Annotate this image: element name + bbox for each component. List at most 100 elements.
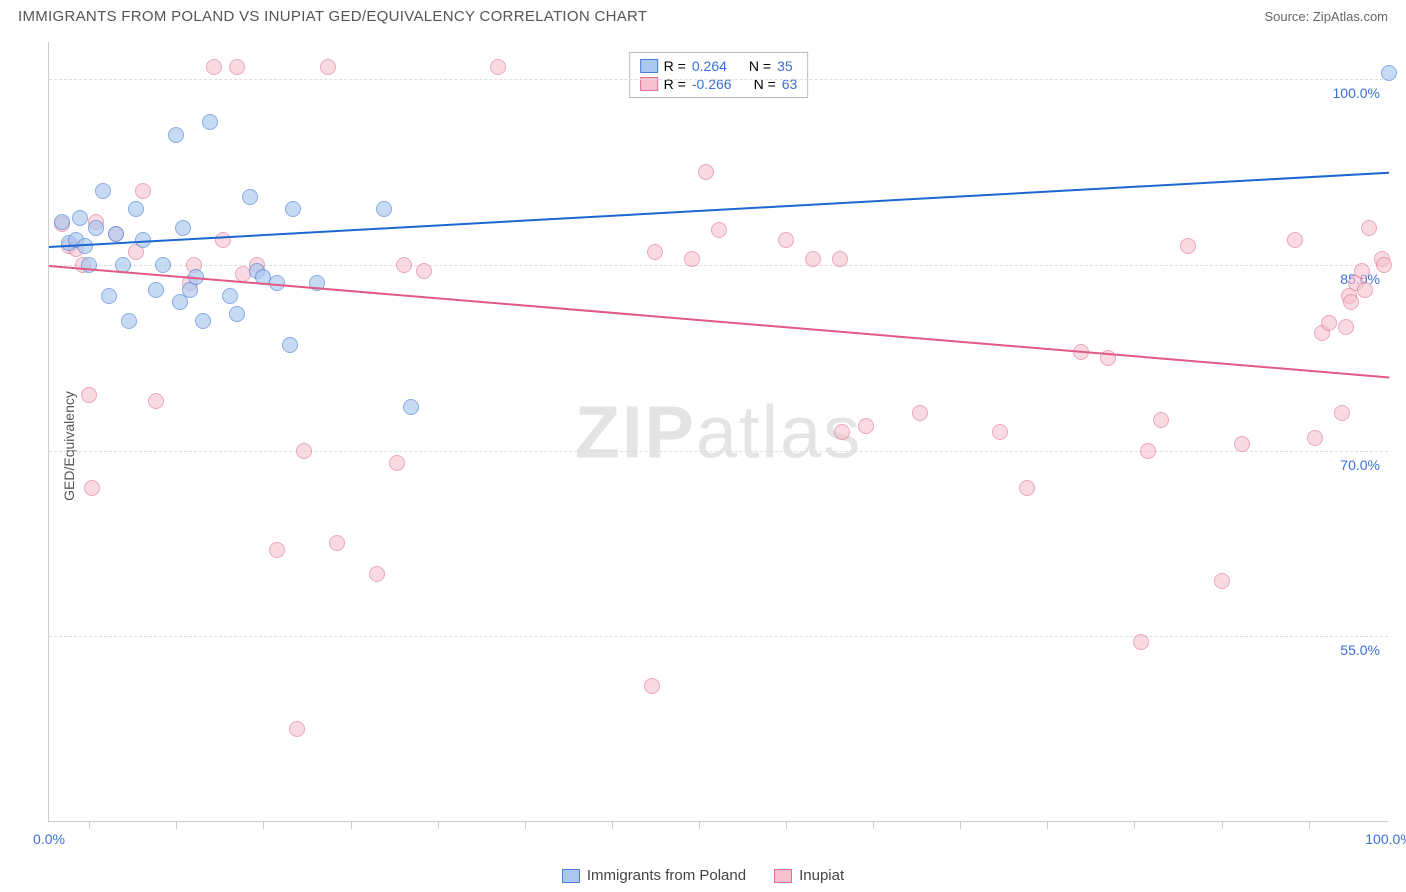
data-point (121, 313, 137, 329)
legend-item: Inupiat (774, 867, 844, 884)
legend-label: Inupiat (799, 867, 844, 884)
data-point (1234, 436, 1250, 452)
data-point (128, 201, 144, 217)
data-point (858, 418, 874, 434)
data-point (72, 210, 88, 226)
gridline (49, 451, 1388, 452)
data-point (805, 251, 821, 267)
data-point (296, 443, 312, 459)
x-tick (786, 821, 787, 829)
legend-row: R = 0.264N = 35 (640, 57, 798, 75)
data-point (242, 189, 258, 205)
data-point (834, 424, 850, 440)
y-tick-label: 100.0% (1333, 85, 1380, 101)
data-point (101, 288, 117, 304)
data-point (711, 222, 727, 238)
source-label: Source: ZipAtlas.com (1264, 9, 1388, 24)
data-point (155, 257, 171, 273)
data-point (135, 183, 151, 199)
data-point (206, 59, 222, 75)
data-point (778, 232, 794, 248)
data-point (1133, 634, 1149, 650)
data-point (1287, 232, 1303, 248)
data-point (229, 306, 245, 322)
data-point (320, 59, 336, 75)
legend-swatch (562, 869, 580, 883)
data-point (396, 257, 412, 273)
data-point (1321, 315, 1337, 331)
data-point (229, 59, 245, 75)
data-point (1361, 220, 1377, 236)
data-point (95, 183, 111, 199)
data-point (684, 251, 700, 267)
data-point (1019, 480, 1035, 496)
data-point (282, 337, 298, 353)
legend-correlation: R = 0.264N = 35R = -0.266N = 63 (629, 52, 809, 98)
data-point (1343, 294, 1359, 310)
data-point (148, 393, 164, 409)
x-tick (176, 821, 177, 829)
x-tick (873, 821, 874, 829)
legend-swatch (774, 869, 792, 883)
legend-n-value: 35 (777, 58, 793, 74)
x-tick (699, 821, 700, 829)
data-point (1357, 282, 1373, 298)
data-point (222, 288, 238, 304)
trend-line (49, 265, 1389, 379)
data-point (215, 232, 231, 248)
data-point (195, 313, 211, 329)
data-point (647, 244, 663, 260)
data-point (1307, 430, 1323, 446)
scatter-chart: ZIPatlas R = 0.264N = 35R = -0.266N = 63… (48, 42, 1388, 822)
x-tick (1309, 821, 1310, 829)
gridline (49, 636, 1388, 637)
x-tick (525, 821, 526, 829)
data-point (1338, 319, 1354, 335)
data-point (1354, 263, 1370, 279)
data-point (289, 721, 305, 737)
x-tick (1047, 821, 1048, 829)
data-point (832, 251, 848, 267)
data-point (285, 201, 301, 217)
data-point (376, 201, 392, 217)
data-point (403, 399, 419, 415)
x-tick (89, 821, 90, 829)
data-point (108, 226, 124, 242)
legend-swatch (640, 59, 658, 73)
legend-label: Immigrants from Poland (587, 867, 746, 884)
data-point (416, 263, 432, 279)
data-point (1214, 573, 1230, 589)
x-tick (612, 821, 613, 829)
data-point (644, 678, 660, 694)
data-point (992, 424, 1008, 440)
x-tick (1134, 821, 1135, 829)
data-point (175, 220, 191, 236)
x-tick (438, 821, 439, 829)
x-tick (263, 821, 264, 829)
x-tick-label: 100.0% (1365, 831, 1406, 847)
legend-item: Immigrants from Poland (562, 867, 746, 884)
data-point (490, 59, 506, 75)
data-point (269, 542, 285, 558)
legend-r-label: R = (664, 58, 686, 74)
legend-row: R = -0.266N = 63 (640, 75, 798, 93)
data-point (54, 214, 70, 230)
data-point (168, 127, 184, 143)
data-point (84, 480, 100, 496)
data-point (329, 535, 345, 551)
chart-title: IMMIGRANTS FROM POLAND VS INUPIAT GED/EQ… (18, 8, 647, 25)
data-point (1381, 65, 1397, 81)
data-point (389, 455, 405, 471)
data-point (1153, 412, 1169, 428)
watermark: ZIPatlas (575, 389, 862, 474)
data-point (148, 282, 164, 298)
data-point (88, 220, 104, 236)
data-point (202, 114, 218, 130)
data-point (1334, 405, 1350, 421)
data-point (369, 566, 385, 582)
y-tick-label: 70.0% (1340, 457, 1380, 473)
legend-series: Immigrants from Poland Inupiat (0, 867, 1406, 884)
legend-n-label: N = (749, 58, 771, 74)
x-tick (351, 821, 352, 829)
data-point (1180, 238, 1196, 254)
